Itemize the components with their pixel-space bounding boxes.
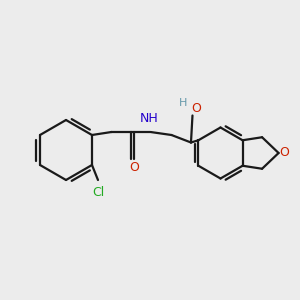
Text: O: O [279,146,289,160]
Text: O: O [191,101,201,115]
Text: Cl: Cl [92,185,104,199]
Text: NH: NH [140,112,158,125]
Text: H: H [179,98,188,109]
Text: O: O [129,161,139,175]
